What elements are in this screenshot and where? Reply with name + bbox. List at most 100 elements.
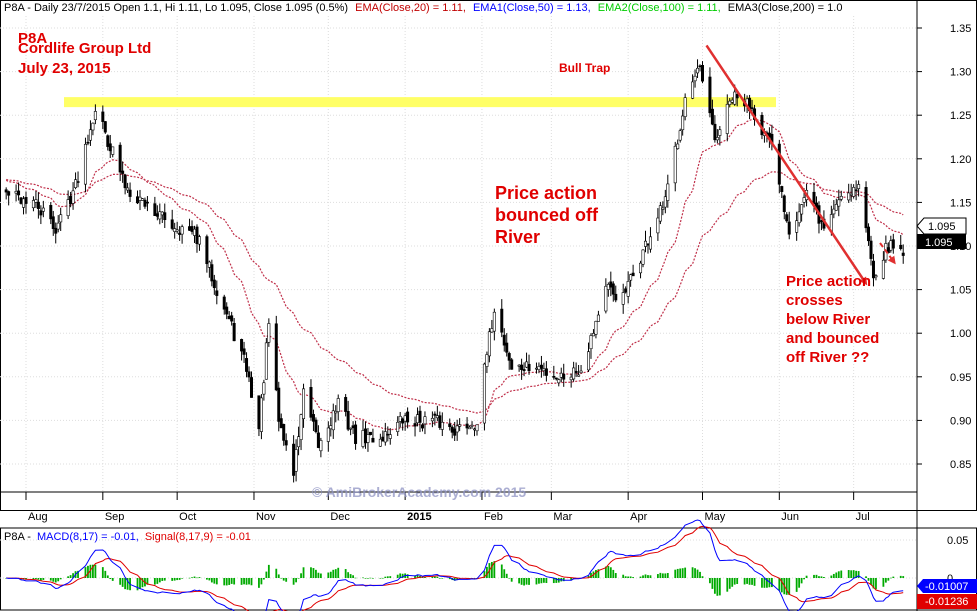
macd-histogram-bar — [181, 578, 184, 579]
candle-body — [143, 199, 147, 207]
candle-body — [101, 111, 105, 122]
candle-body — [396, 421, 400, 432]
candle-body — [334, 411, 338, 414]
macd-histogram-bar — [101, 567, 104, 578]
candle-body — [453, 428, 457, 436]
candle-body — [899, 244, 903, 249]
candle-body — [492, 311, 496, 332]
y-tick-label: 0.95 — [950, 372, 971, 384]
candle-body — [693, 75, 697, 82]
candle-body — [666, 183, 670, 201]
candle-body — [279, 418, 283, 429]
candle-body — [66, 199, 70, 217]
macd-histogram-bar — [699, 571, 701, 578]
candle-body — [718, 129, 722, 136]
x-tick-label: 2015 — [407, 511, 431, 523]
candle-body — [83, 143, 87, 185]
macd-histogram-bar — [399, 573, 402, 578]
macd-histogram-bar — [416, 575, 419, 578]
candle-body — [864, 187, 868, 229]
candle-body — [673, 145, 677, 184]
candle-body — [487, 331, 491, 357]
candle-body — [86, 141, 90, 144]
macd-histogram-bar — [649, 575, 652, 578]
macd-histogram-bar — [250, 578, 253, 586]
macd-histogram-bar — [94, 564, 97, 578]
x-tick-label: Jul — [856, 511, 870, 523]
macd-histogram-bar — [433, 576, 436, 578]
macd-histogram-bar — [381, 577, 384, 579]
macd-histogram-bar — [352, 575, 354, 578]
candle-body — [103, 121, 107, 133]
macd-line — [6, 519, 904, 611]
candle-body — [527, 363, 531, 372]
candle-body — [368, 431, 372, 436]
candle-body — [626, 281, 630, 297]
x-tick-label: Sep — [105, 511, 125, 523]
macd-histogram-bar — [870, 578, 872, 585]
candle-body — [381, 436, 385, 442]
candle-body — [93, 111, 97, 121]
candle-body — [490, 328, 494, 333]
macd-histogram-bar — [260, 578, 263, 585]
candle-body — [698, 65, 702, 68]
candle-body — [371, 437, 375, 443]
macd-histogram-bar — [89, 564, 92, 578]
macd-histogram-bar — [414, 575, 416, 578]
macd-histogram-bar — [684, 567, 687, 578]
candle-body — [111, 146, 115, 155]
annotation-bull-trap: Bull Trap — [559, 61, 610, 75]
macd-histogram-bar — [191, 577, 193, 578]
macd-histogram-bar — [136, 578, 139, 591]
candle-body — [210, 264, 214, 282]
candle-body — [17, 190, 21, 196]
candle-body — [284, 440, 288, 446]
macd-histogram-bar — [198, 577, 201, 578]
candle-body — [227, 315, 231, 320]
macd-histogram-bar — [92, 564, 94, 578]
candle-body — [326, 427, 330, 442]
macd-histogram-bar — [520, 578, 523, 585]
macd-histogram-bar — [119, 578, 122, 585]
candle-body — [473, 428, 477, 431]
candle-body — [212, 279, 216, 289]
candle-body — [180, 226, 184, 235]
macd-histogram-bar — [778, 578, 781, 591]
macd-histogram-bar — [751, 578, 753, 585]
macd-histogram-bar — [121, 578, 124, 587]
macd-histogram-bar — [711, 578, 714, 589]
macd-histogram-bar — [37, 578, 40, 580]
macd-histogram-bar — [590, 572, 592, 578]
macd-histogram-bar — [57, 578, 60, 582]
macd-histogram-bar — [552, 578, 555, 584]
candle-body — [311, 414, 315, 422]
macd-histogram-bar — [327, 572, 330, 578]
macd-histogram-bar — [743, 578, 746, 585]
macd-histogram-bar — [59, 578, 62, 580]
macd-histogram-bar — [805, 575, 808, 578]
macd-histogram-bar — [171, 578, 174, 581]
macd-histogram-bar — [540, 578, 543, 584]
candle-body — [245, 358, 249, 372]
macd-histogram-bar — [538, 578, 540, 584]
candle-body — [418, 410, 422, 423]
candle-body — [363, 428, 367, 444]
macd-histogram-bar — [510, 578, 513, 582]
y-tick-label: 1.30 — [950, 67, 971, 79]
candle-body — [123, 174, 127, 189]
macd-histogram-bar — [334, 569, 337, 578]
candle-body — [554, 377, 558, 380]
signal-line — [6, 525, 904, 611]
candle-body — [696, 67, 700, 74]
candle-body — [574, 371, 578, 374]
macd-histogram-bar — [265, 571, 268, 578]
candle-body — [264, 342, 268, 380]
candle-body — [470, 424, 474, 427]
macd-histogram-bar — [508, 577, 511, 579]
macd-histogram-bar — [312, 568, 315, 578]
candle-body — [267, 323, 271, 343]
macd-histogram-bar — [139, 578, 141, 589]
macd-histogram-bar — [344, 569, 347, 578]
macd-histogram-bar — [483, 571, 486, 578]
macd-tag-b-text: -0.01236 — [925, 596, 968, 608]
